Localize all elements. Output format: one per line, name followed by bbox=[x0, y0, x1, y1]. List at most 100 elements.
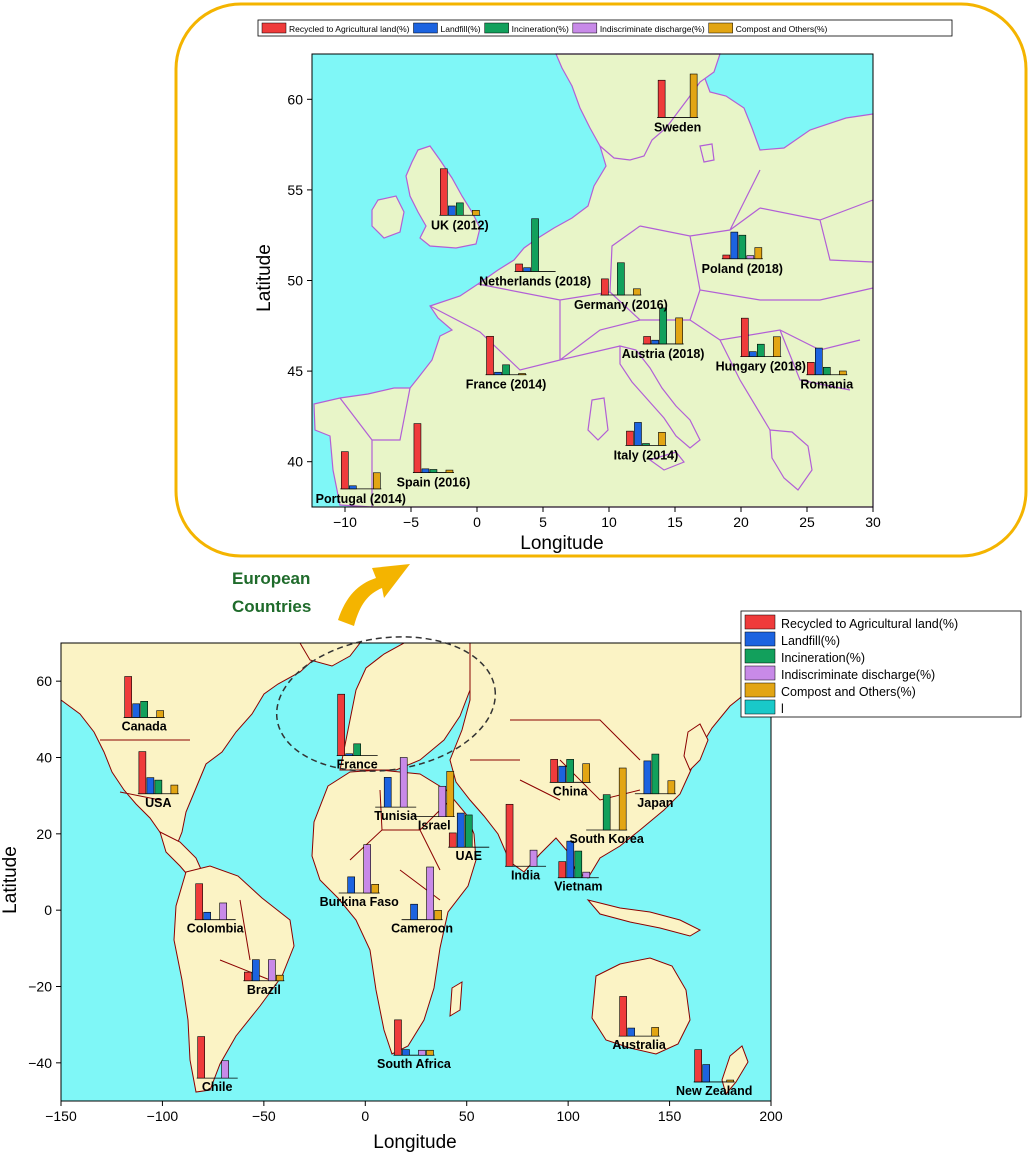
bar-italy-s2 bbox=[642, 443, 650, 446]
bar-canada-s2 bbox=[140, 701, 148, 718]
country-label-france: France (2014) bbox=[466, 378, 547, 392]
bar-uae-s0 bbox=[448, 832, 457, 848]
europe-legend-label: Indiscriminate discharge(%) bbox=[600, 24, 705, 34]
bar-israel-s4 bbox=[446, 771, 455, 817]
bar-vietnam-s3 bbox=[582, 871, 591, 879]
bar-vietnam-s2 bbox=[574, 850, 583, 879]
bar-new-zealand-s1 bbox=[702, 1064, 711, 1083]
bar-italy-s4 bbox=[658, 432, 666, 446]
world-ytick-label: 20 bbox=[36, 826, 52, 842]
bar-spain-s1 bbox=[421, 468, 430, 473]
bar-france-s0 bbox=[486, 335, 494, 376]
bar-france-s1 bbox=[494, 371, 502, 376]
bar-italy-s1 bbox=[634, 422, 642, 446]
europe-ytick-label: 55 bbox=[287, 182, 303, 198]
bar-hungary-s2 bbox=[756, 343, 765, 357]
bar-chile-s3 bbox=[221, 1060, 229, 1079]
europe-ytick-label: 50 bbox=[287, 273, 303, 289]
bar-india-s0 bbox=[505, 803, 514, 867]
europe-ytick-label: 40 bbox=[287, 454, 303, 470]
europe-legend-swatch bbox=[484, 22, 509, 34]
bar-china-s2 bbox=[566, 759, 574, 783]
bar-usa-s1 bbox=[146, 777, 155, 795]
bar-austria-s1 bbox=[651, 339, 659, 345]
bar-tunisia-s1 bbox=[383, 777, 392, 808]
bar-vietnam-s1 bbox=[566, 840, 575, 879]
bar-south-africa-s4 bbox=[426, 1049, 434, 1056]
bar-tunisia-s3 bbox=[399, 757, 408, 808]
world-legend-swatch bbox=[744, 699, 776, 715]
country-label-cameroon: Cameroon bbox=[391, 922, 453, 936]
world-legend-swatch bbox=[744, 614, 776, 630]
europe-xtick-label: −10 bbox=[333, 514, 357, 530]
bar-netherlands-s1 bbox=[523, 267, 531, 272]
bar-canada-s1 bbox=[132, 703, 140, 718]
country-label-japan: Japan bbox=[637, 796, 673, 810]
bar-cameroon-s3 bbox=[426, 866, 434, 921]
europe-country-labels: Sweden UK (2012) Netherlands (2018) Germany… bbox=[316, 120, 855, 505]
world-ytick-label: 60 bbox=[36, 673, 52, 689]
bar-china-s0 bbox=[550, 759, 558, 783]
country-label-chile: Chile bbox=[202, 1080, 233, 1094]
country-label-canada: Canada bbox=[122, 719, 168, 733]
country-label-sweden: Sweden bbox=[654, 120, 701, 134]
country-label-china: China bbox=[553, 784, 589, 798]
bar-romania-s0 bbox=[806, 362, 815, 376]
bar-hungary-s1 bbox=[748, 351, 757, 357]
europe-xtick-label: 20 bbox=[733, 514, 749, 530]
bar-burkina-faso-s3 bbox=[363, 844, 372, 894]
bar-austria-s2 bbox=[659, 307, 667, 345]
bar-austria-s0 bbox=[643, 336, 651, 345]
world-ytick-label: −40 bbox=[28, 1055, 52, 1071]
country-label-germany: Germany (2016) bbox=[574, 298, 668, 312]
bar-brazil-s1 bbox=[252, 959, 260, 982]
country-label-romania: Romania bbox=[800, 378, 854, 392]
bar-france-s2 bbox=[502, 364, 510, 376]
world-legend-label: l bbox=[781, 702, 784, 716]
country-label-portugal: Portugal (2014) bbox=[316, 492, 406, 506]
europe-land bbox=[313, 53, 874, 508]
country-label-israel: Israel bbox=[418, 819, 451, 833]
country-label-india: India bbox=[511, 868, 541, 882]
country-label-italy: Italy (2014) bbox=[614, 448, 679, 462]
bar-india-s3 bbox=[529, 849, 538, 867]
bar-south-africa-s1 bbox=[402, 1049, 410, 1056]
country-label-australia: Australia bbox=[612, 1038, 667, 1052]
country-label-south-korea: South Korea bbox=[570, 832, 645, 846]
world-legend-box bbox=[740, 610, 1022, 718]
world-plot-border bbox=[60, 642, 772, 1102]
europe-x-axis-title: Longitude bbox=[520, 533, 603, 554]
bar-israel-s3 bbox=[438, 785, 447, 817]
world-legend-swatch bbox=[744, 665, 776, 681]
bar-canada-s4 bbox=[156, 710, 164, 718]
bar-south-korea-s2 bbox=[602, 794, 611, 831]
europe-highlight-ellipse bbox=[275, 636, 497, 772]
bar-france-s4 bbox=[518, 373, 526, 376]
callout-label-line1: European bbox=[232, 569, 310, 588]
bar-sweden-s0 bbox=[657, 79, 666, 118]
bar-uae-s1 bbox=[456, 812, 465, 848]
world-legend-swatch bbox=[744, 682, 776, 698]
bar-canada-s0 bbox=[124, 676, 132, 718]
bar-france-s2 bbox=[353, 743, 361, 756]
bar-poland-s0 bbox=[722, 254, 731, 260]
world-legend-label: Landfill(%) bbox=[781, 634, 840, 648]
bar-spain-s4 bbox=[445, 469, 454, 473]
bar-germany-s0 bbox=[601, 278, 609, 296]
bar-germany-s2 bbox=[617, 262, 625, 296]
bar-colombia-s0 bbox=[195, 883, 203, 921]
europe-legend: Recycled to Agricultural land(%) Landfill… bbox=[257, 19, 953, 37]
bar-brazil-s0 bbox=[244, 971, 252, 982]
bar-australia-s0 bbox=[619, 996, 627, 1037]
bar-usa-s4 bbox=[170, 784, 179, 795]
bar-romania-s2 bbox=[822, 366, 831, 376]
bar-burkina-faso-s4 bbox=[371, 884, 380, 894]
bar-uae-s2 bbox=[464, 814, 473, 848]
world-ytick-label: −20 bbox=[28, 979, 52, 995]
bar-spain-s0 bbox=[413, 423, 422, 473]
europe-legend-label: Incineration(%) bbox=[512, 24, 569, 34]
bar-japan-s2 bbox=[651, 753, 660, 795]
world-ytick-label: 40 bbox=[36, 750, 52, 766]
world-chart: −150 −100 −50 0 50 100 150 200 −40 −20 0 20 40 60 Can… bbox=[0, 610, 1022, 1153]
country-label-new-zealand: New Zealand bbox=[676, 1084, 752, 1098]
